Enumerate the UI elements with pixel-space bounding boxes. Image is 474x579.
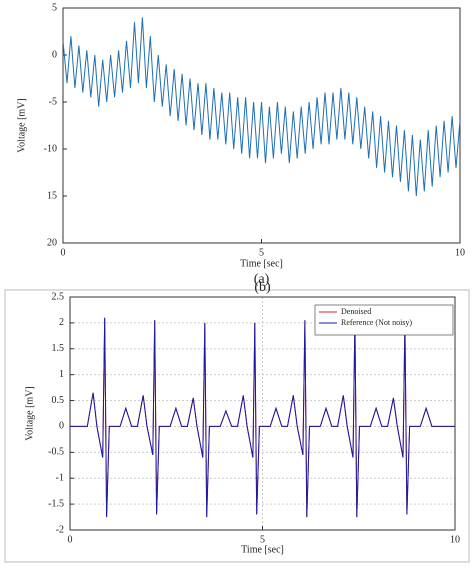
plot-frame bbox=[62, 7, 461, 244]
y-tick-label: 2 bbox=[59, 317, 64, 328]
x-tick-label: 5 bbox=[260, 534, 265, 545]
caption: (b) bbox=[254, 280, 271, 295]
y-tick-label: 0 bbox=[59, 421, 64, 432]
y-axis-label: Voltage [mV] bbox=[24, 386, 35, 441]
y-tick-label: 1 bbox=[59, 369, 64, 380]
y-tick-label: -1.5 bbox=[48, 498, 64, 509]
x-tick-label: 10 bbox=[450, 534, 460, 545]
y-tick-label: 0 bbox=[52, 49, 57, 60]
y-tick-label: 15 bbox=[47, 190, 57, 201]
legend-label: Denoised bbox=[341, 307, 371, 316]
y-tick-label: -2 bbox=[56, 524, 64, 535]
y-tick-label: 5 bbox=[52, 2, 57, 13]
x-tick-label: 0 bbox=[61, 247, 66, 258]
y-tick-label: -10 bbox=[44, 143, 57, 154]
y-tick-label: 20 bbox=[47, 237, 57, 248]
series-line bbox=[70, 317, 455, 518]
y-tick-label: -5 bbox=[49, 96, 57, 107]
legend-label: Reference (Not noisy) bbox=[341, 318, 412, 327]
x-axis-label: Time [sec] bbox=[240, 258, 283, 269]
x-tick-label: 5 bbox=[259, 247, 264, 258]
plot-frame bbox=[69, 296, 456, 531]
caption: (a) bbox=[254, 272, 270, 287]
y-axis-label: Voltage [mV] bbox=[16, 98, 27, 153]
x-tick-label: 10 bbox=[455, 247, 465, 258]
y-tick-label: 2.5 bbox=[52, 291, 65, 302]
y-tick-label: -0.5 bbox=[48, 447, 64, 458]
legend-box bbox=[314, 304, 454, 336]
x-axis-label: Time [sec] bbox=[241, 544, 284, 555]
y-tick-label: -1 bbox=[56, 473, 64, 484]
panel-frame bbox=[4, 289, 470, 563]
y-tick-label: 0.5 bbox=[52, 395, 65, 406]
x-tick-label: 0 bbox=[68, 534, 73, 545]
y-tick-label: 1.5 bbox=[52, 343, 65, 354]
series-line bbox=[62, 17, 461, 197]
